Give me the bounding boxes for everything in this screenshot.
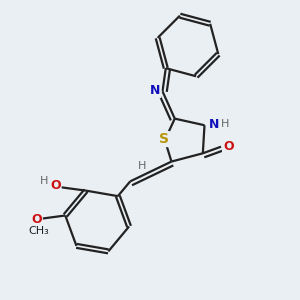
Text: H: H (137, 160, 146, 170)
Text: S: S (159, 132, 169, 146)
Text: H: H (40, 176, 48, 186)
Text: H: H (221, 119, 229, 129)
Text: N: N (150, 84, 160, 97)
Text: CH₃: CH₃ (28, 226, 49, 236)
Text: O: O (223, 140, 234, 152)
Text: N: N (209, 118, 220, 131)
Text: O: O (50, 179, 61, 192)
Text: O: O (31, 213, 42, 226)
